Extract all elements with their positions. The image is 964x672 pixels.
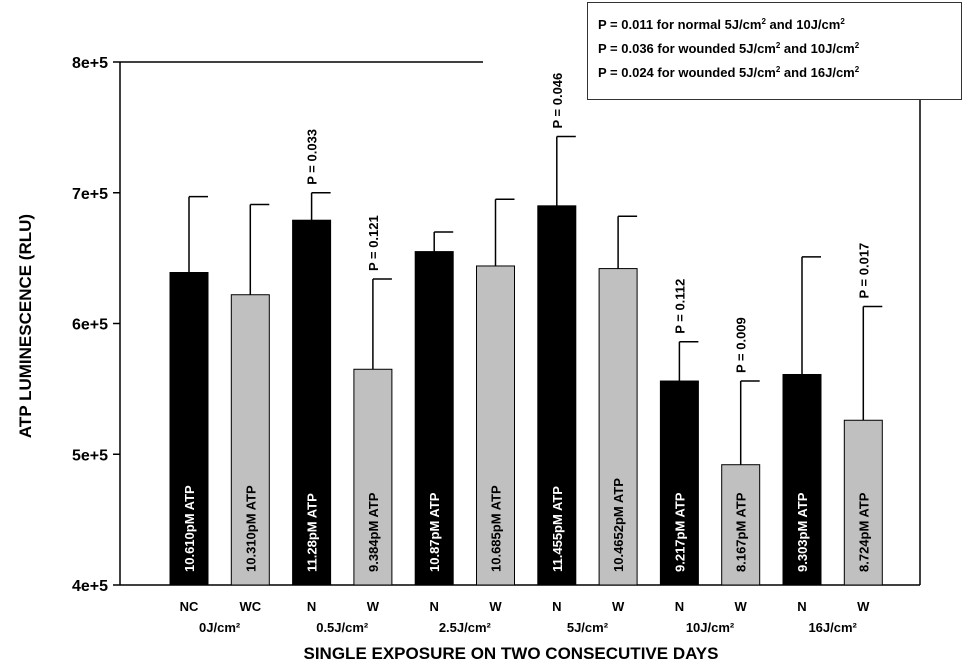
- bar: [169, 272, 209, 586]
- p-value-label: P = 0.112: [672, 279, 687, 334]
- annotation-line: P = 0.024 for wounded 5J/cm2 and 16J/cm2: [598, 65, 860, 80]
- y-tick-label: 6e+5: [72, 317, 108, 334]
- x-category-label: NC: [180, 599, 199, 614]
- annotation-line: P = 0.036 for wounded 5J/cm2 and 10J/cm2: [598, 41, 860, 56]
- bar: [292, 219, 332, 586]
- x-group-label: 0.5J/cm²: [316, 620, 369, 635]
- bar-value-label: 10.685pM ATP: [489, 485, 504, 572]
- bar-value-label: 11.455pM ATP: [550, 486, 565, 572]
- x-category-label: N: [797, 599, 806, 614]
- p-value-label: P = 0.033: [305, 129, 320, 185]
- y-tick-label: 8e+5: [72, 55, 108, 72]
- x-group-label: 0J/cm²: [199, 620, 241, 635]
- bar-value-label: 10.4652pM ATP: [611, 478, 626, 572]
- x-category-label: N: [430, 599, 439, 614]
- p-value-annotation-box: P = 0.011 for normal 5J/cm2 and 10J/cm2 …: [587, 2, 962, 100]
- annotation-line: P = 0.011 for normal 5J/cm2 and 10J/cm2: [598, 17, 845, 32]
- p-value-label: P = 0.121: [366, 215, 381, 271]
- bar-value-label: 8.167pM ATP: [734, 492, 749, 572]
- bar-value-label: 9.303pM ATP: [795, 492, 810, 572]
- bar: [476, 265, 515, 586]
- x-group-label: 5J/cm²: [567, 620, 609, 635]
- bar-value-label: 9.217pM ATP: [672, 492, 687, 572]
- bar-value-label: 9.384pM ATP: [366, 492, 381, 572]
- x-category-label: W: [489, 599, 502, 614]
- bar: [598, 268, 638, 586]
- bar: [659, 380, 699, 586]
- bar-value-label: 10.610pM ATP: [182, 485, 197, 572]
- bar-value-label: 8.724pM ATP: [856, 492, 871, 572]
- x-group-label: 10J/cm²: [686, 620, 735, 635]
- bar-value-label: 11.28pM ATP: [305, 493, 320, 572]
- x-category-label: N: [675, 599, 684, 614]
- x-category-label: N: [552, 599, 561, 614]
- p-value-label: P = 0.046: [550, 73, 565, 129]
- x-group-label: 16J/cm²: [808, 620, 857, 635]
- x-category-label: WC: [239, 599, 261, 614]
- bar: [721, 464, 761, 586]
- x-category-label: N: [307, 599, 316, 614]
- bar-value-label: 10.87pM ATP: [427, 492, 442, 572]
- bar: [414, 251, 454, 586]
- y-tick-label: 5e+5: [72, 447, 108, 464]
- x-category-label: W: [367, 599, 380, 614]
- bar: [843, 419, 883, 586]
- bar: [230, 294, 270, 586]
- y-axis-title: ATP LUMINESCENCE (RLU): [16, 214, 35, 438]
- p-value-label: P = 0.009: [734, 317, 749, 373]
- x-category-label: W: [735, 599, 748, 614]
- y-tick-label: 7e+5: [72, 186, 108, 203]
- bar-value-label: 10.310pM ATP: [243, 485, 258, 572]
- x-axis-title: SINGLE EXPOSURE ON TWO CONSECUTIVE DAYS: [304, 644, 719, 663]
- x-group-label: 2.5J/cm²: [439, 620, 492, 635]
- bar: [353, 368, 393, 586]
- y-tick-label: 4e+5: [72, 578, 108, 595]
- p-value-label: P = 0.017: [856, 243, 871, 299]
- x-category-label: W: [857, 599, 870, 614]
- x-category-label: W: [612, 599, 625, 614]
